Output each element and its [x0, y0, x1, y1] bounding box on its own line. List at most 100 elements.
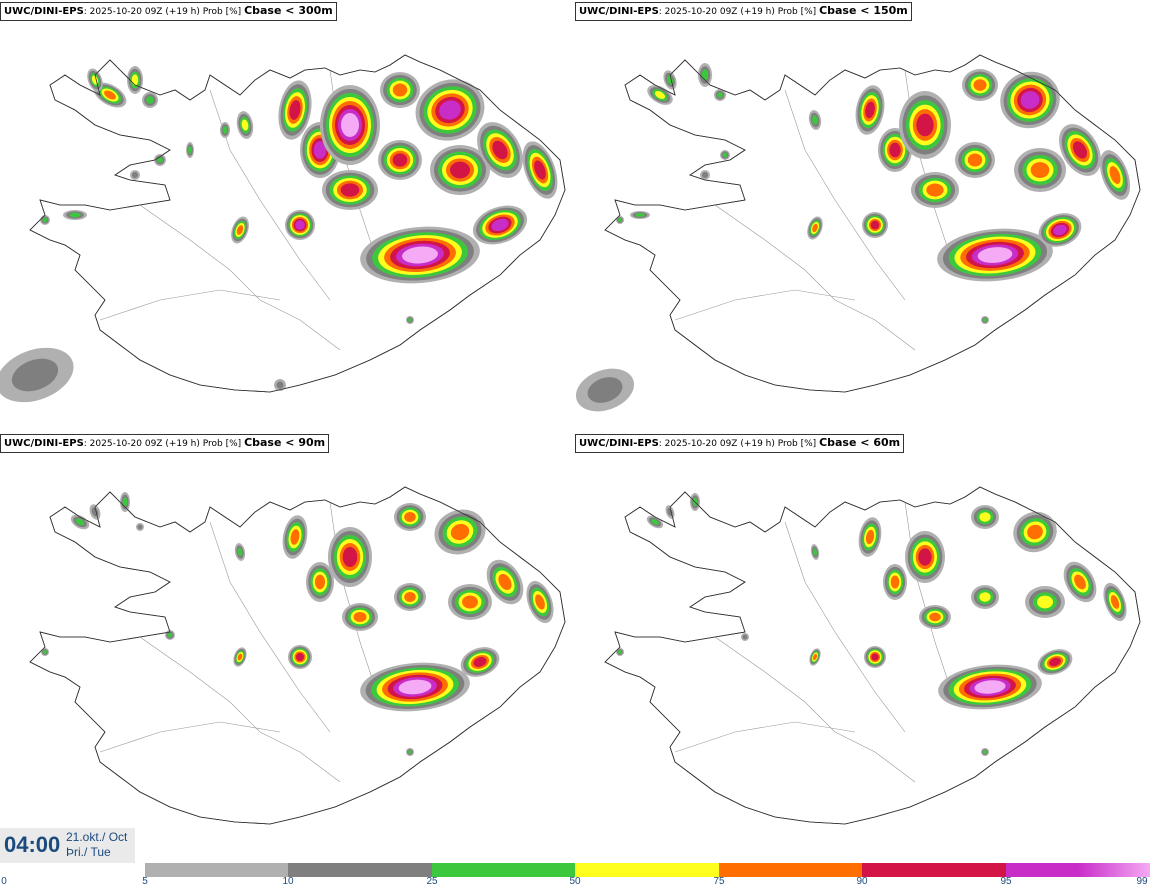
probability-blob	[274, 379, 286, 391]
region-boundary	[714, 204, 916, 351]
probability-blob	[288, 645, 312, 669]
probability-blob	[70, 514, 90, 530]
probability-blob	[616, 216, 624, 224]
legend-tick: 90	[856, 876, 868, 887]
probability-blob	[808, 110, 822, 130]
probability-blob	[1014, 148, 1066, 192]
probability-blob	[938, 664, 1042, 710]
probability-blob	[306, 562, 334, 602]
probability-blob	[394, 583, 426, 611]
iceland-coastline	[604, 54, 1141, 393]
legend-tick: 50	[569, 876, 581, 887]
probability-blob	[981, 316, 989, 324]
probability-blob	[41, 648, 49, 656]
panel-header: UWC/DINI-EPS: 2025-10-20 09Z (+19 h) Pro…	[575, 2, 912, 21]
probability-blob	[127, 66, 143, 94]
probability-blob	[415, 79, 485, 141]
legend-swatch	[145, 863, 288, 877]
probability-blob	[1038, 213, 1082, 247]
probability-blob	[130, 170, 140, 180]
probability-blob	[378, 140, 422, 180]
probability-blob	[186, 142, 194, 158]
probability-blob	[899, 91, 951, 159]
probability-blob	[962, 69, 998, 101]
valid-date-line2: Þri./ Tue	[66, 845, 111, 859]
probability-blob	[1013, 511, 1057, 553]
region-boundary	[784, 89, 906, 301]
panel-header: UWC/DINI-EPS: 2025-10-20 09Z (+19 h) Pro…	[0, 2, 337, 21]
probability-blob	[1059, 124, 1101, 176]
region-boundary	[674, 721, 856, 753]
region-boundary	[904, 501, 956, 703]
iceland-map	[575, 54, 1141, 412]
region-boundary	[99, 721, 281, 753]
probability-blob	[883, 564, 907, 600]
probability-blob	[406, 316, 414, 324]
probability-blob	[647, 85, 673, 105]
probability-blob	[360, 226, 480, 284]
probability-blob	[522, 141, 558, 199]
probability-blob	[741, 633, 749, 641]
probability-blob	[430, 145, 490, 195]
probability-blob	[136, 523, 144, 531]
color-legend	[145, 863, 1150, 877]
iceland-map	[604, 486, 1141, 825]
probability-blob	[971, 585, 999, 609]
probability-blob	[864, 646, 886, 668]
probability-blob	[911, 172, 959, 208]
legend-tick: 10	[282, 876, 294, 887]
probability-blob	[285, 210, 315, 240]
probability-blob	[154, 154, 166, 166]
probability-blob	[93, 82, 127, 108]
legend-swatch	[575, 863, 719, 877]
iceland-coastline	[29, 486, 566, 825]
probability-blob	[1000, 71, 1060, 129]
probability-blob	[858, 517, 882, 557]
probability-blob	[1063, 561, 1097, 603]
probability-blob	[448, 584, 492, 620]
probability-blob	[342, 603, 378, 631]
probability-blob	[220, 122, 230, 138]
map-panel-60m: UWC/DINI-EPS: 2025-10-20 09Z (+19 h) Pro…	[575, 432, 1150, 864]
probability-blob	[862, 212, 888, 238]
legend-tick: 95	[1000, 876, 1012, 887]
probability-blob	[971, 505, 999, 529]
probability-blob	[575, 368, 635, 412]
probability-blob	[630, 211, 650, 219]
probability-blob	[63, 210, 87, 220]
probability-blob	[698, 63, 712, 87]
probability-blob	[616, 648, 624, 656]
valid-date: 21.okt./ Oct Þri./ Tue	[66, 830, 127, 860]
valid-time: 04:00	[4, 832, 61, 857]
probability-blob	[231, 216, 249, 244]
probability-blob	[1099, 150, 1131, 200]
probability-blob	[142, 92, 158, 108]
probability-blob	[526, 580, 554, 624]
valid-date-line1: 21.okt./ Oct	[66, 830, 128, 844]
valid-time-box: 04:00 21.okt./ Oct Þri./ Tue	[0, 828, 135, 863]
legend-swatch	[432, 863, 575, 877]
legend-swatch	[1006, 863, 1078, 877]
probability-blob	[472, 205, 528, 245]
probability-blob	[406, 748, 414, 756]
legend-tick: 5	[142, 876, 148, 887]
probability-blob	[919, 605, 951, 629]
probability-blob	[1103, 582, 1127, 622]
probability-blob	[394, 503, 426, 531]
legend-swatch	[1078, 863, 1150, 877]
probability-blob	[360, 662, 470, 712]
probability-blob	[236, 111, 254, 139]
probability-blob	[700, 170, 710, 180]
panel-header: UWC/DINI-EPS: 2025-10-20 09Z (+19 h) Pro…	[0, 434, 330, 453]
probability-blob	[905, 531, 945, 583]
probability-blob	[328, 527, 372, 587]
probability-blob	[282, 515, 308, 559]
region-boundary	[209, 521, 331, 733]
region-boundary	[714, 636, 916, 783]
panel-header: UWC/DINI-EPS: 2025-10-20 09Z (+19 h) Pro…	[575, 434, 905, 453]
region-boundary	[674, 289, 856, 321]
iceland-coastline	[29, 54, 566, 393]
probability-blob	[120, 492, 130, 512]
region-boundary	[99, 289, 281, 321]
map-panel-300m: UWC/DINI-EPS: 2025-10-20 09Z (+19 h) Pro…	[0, 0, 575, 432]
